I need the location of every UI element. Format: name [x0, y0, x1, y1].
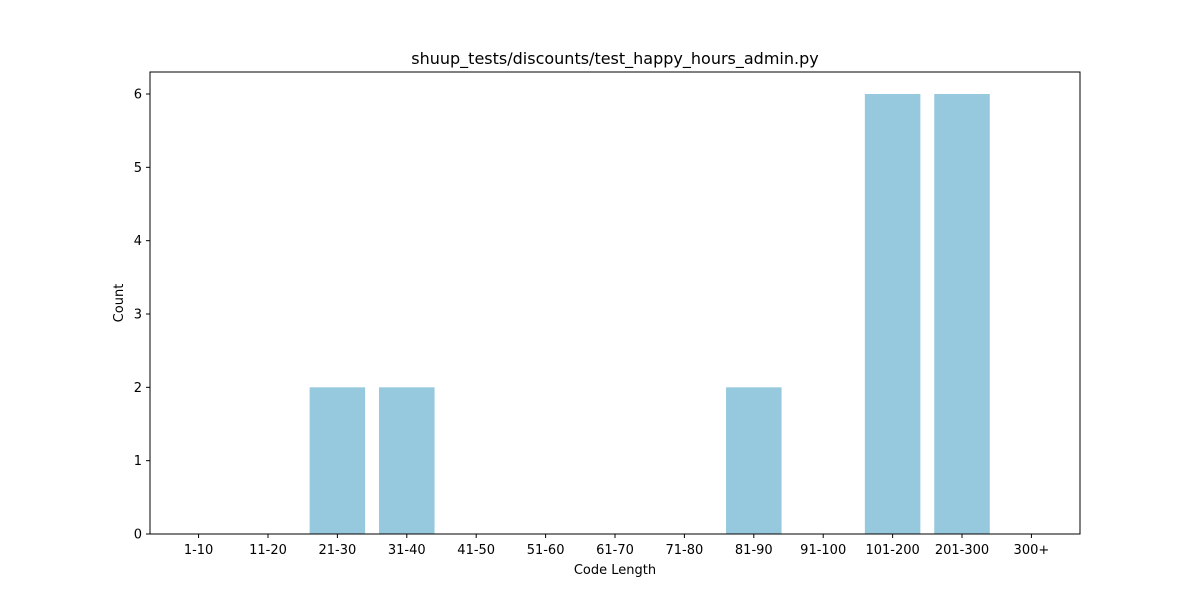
bar-201-300 [934, 94, 990, 534]
y-tick-label: 5 [134, 161, 142, 176]
y-axis-ticks: 0 1 2 3 4 5 6 [134, 88, 150, 543]
y-tick-label: 6 [134, 88, 142, 103]
x-tick-label: 91-100 [800, 543, 846, 558]
x-tick-label: 41-50 [457, 543, 495, 558]
x-tick-label: 51-60 [527, 543, 565, 558]
x-tick-label: 81-90 [735, 543, 773, 558]
bar-31-40 [379, 387, 435, 534]
y-tick-label: 0 [134, 528, 142, 543]
x-tick-label: 71-80 [666, 543, 704, 558]
bar-81-90 [726, 387, 782, 534]
x-tick-label: 201-300 [935, 543, 989, 558]
y-tick-label: 3 [134, 308, 142, 323]
x-axis-label: Code Length [574, 563, 656, 578]
bar-101-200 [864, 94, 921, 534]
x-tick-label: 11-20 [249, 543, 287, 558]
bars-group [309, 94, 990, 534]
x-tick-label: 61-70 [596, 543, 634, 558]
x-tick-label: 21-30 [318, 543, 356, 558]
y-axis-label: Count [112, 284, 127, 323]
y-tick-label: 1 [134, 454, 142, 469]
y-tick-label: 4 [134, 234, 142, 249]
x-tick-label: 101-200 [865, 543, 919, 558]
x-tick-label: 1-10 [184, 543, 214, 558]
x-tick-label: 31-40 [388, 543, 426, 558]
bar-21-30 [309, 387, 366, 534]
chart-title: shuup_tests/discounts/test_happy_hours_a… [411, 49, 818, 69]
x-axis-ticks: 1-10 11-20 21-30 31-40 41-50 51-60 61-70 71-80 8… [184, 534, 1049, 558]
plot-frame [149, 71, 1081, 535]
x-tick-label: 300+ [1014, 543, 1050, 558]
y-tick-label: 2 [134, 381, 142, 396]
